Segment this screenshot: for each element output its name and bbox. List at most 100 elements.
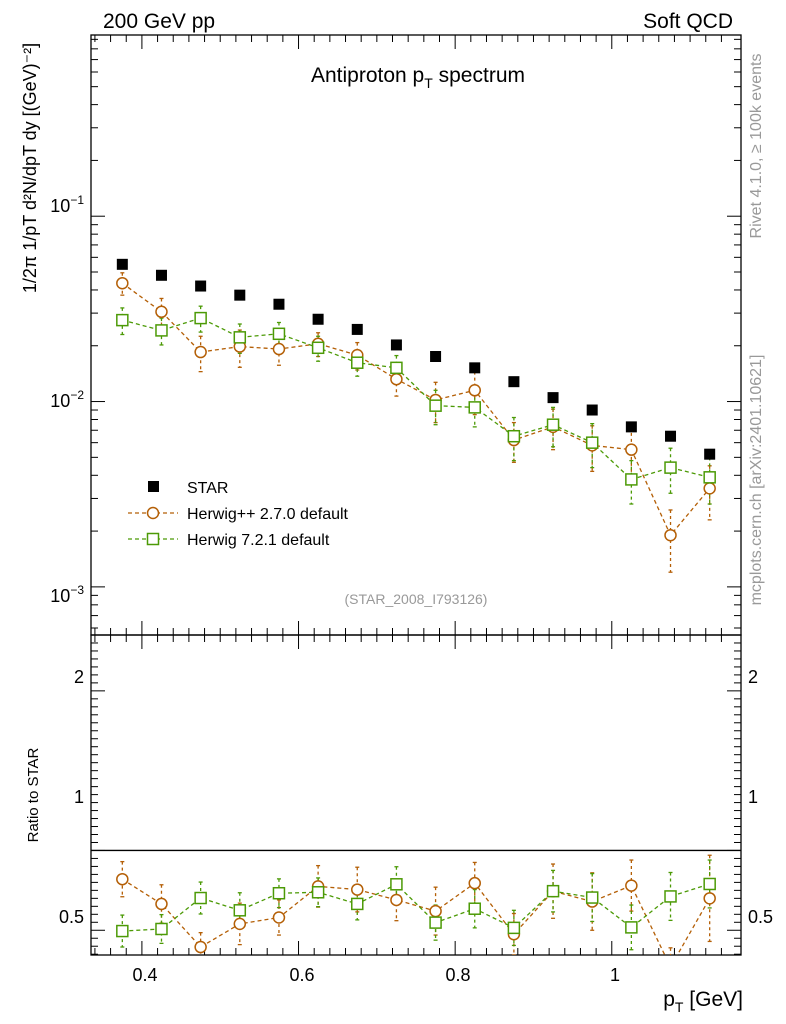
ratio-herwig7-point	[664, 890, 677, 903]
ratio-ytick-label-1: 1	[74, 787, 84, 807]
ratio-herwigpp-point	[390, 893, 403, 907]
main-herwigpp-point	[703, 482, 716, 495]
main-star-point	[351, 323, 363, 335]
main-herwigpp-point	[272, 342, 286, 356]
ratio-herwig7-point	[703, 877, 716, 891]
main-herwig7-point	[311, 341, 325, 355]
main-star-point	[665, 430, 677, 442]
ratio-herwig7-point	[468, 902, 481, 915]
ratio-herwig7-point	[155, 922, 168, 936]
xtick-label-0.4: 0.4	[132, 965, 157, 985]
ratio-ylabel: Ratio to STAR	[25, 747, 42, 842]
main-ylabel: 1/2π 1/pT d²N/dpT dy [(GeV)⁻²]	[20, 43, 40, 293]
main-herwig7-point	[703, 471, 716, 484]
ratio-herwigpp-point	[703, 892, 716, 905]
main-herwigpp-point	[664, 528, 677, 542]
main-star-point	[273, 298, 285, 310]
legend-label-star: STAR	[187, 480, 228, 497]
main-herwig7-point	[468, 401, 481, 414]
ratio-ytick-label-right-1: 1	[748, 787, 758, 807]
ratio-herwig7-point	[585, 891, 599, 904]
ratio-herwigpp-point	[116, 872, 129, 886]
main-star-point	[155, 269, 167, 281]
main-herwigpp-point	[625, 443, 638, 456]
main-herwigpp-point	[390, 372, 403, 386]
ratio-herwig7-point	[272, 886, 286, 900]
ratio-herwig7-point	[351, 897, 364, 911]
main-herwigpp-line	[121, 282, 711, 537]
ratio-herwigpp-point	[625, 879, 638, 892]
main-series-layer	[116, 258, 716, 573]
ratio-herwigpp-point	[233, 917, 247, 931]
ratio-herwig7-point	[311, 886, 325, 899]
main-herwig7-point	[546, 418, 560, 431]
header-left: 200 GeV pp	[103, 10, 215, 33]
ratio-axis-ticks	[91, 634, 741, 955]
main-herwig7-point	[625, 473, 638, 486]
main-title-text: Antiproton p	[311, 64, 424, 87]
ratio-herwig7-point	[233, 904, 247, 917]
main-star-point	[547, 392, 559, 404]
main-star-point	[116, 258, 128, 270]
main-herwig7-point	[390, 361, 403, 375]
legend-marker-herwigpp	[146, 506, 160, 520]
header-right: Soft QCD	[643, 10, 733, 33]
mcplots-label: mcplots.cern.ch [arXiv:2401.10621]	[748, 355, 765, 606]
xtick-label-1: 1	[610, 965, 620, 985]
ratio-ytick-label-2: 2	[74, 667, 84, 687]
ratio-ytick-label-right-2: 2	[748, 667, 758, 687]
ratio-herwig7-point	[390, 878, 403, 891]
ratio-panel-frame	[90, 634, 742, 956]
main-title-sub: T	[424, 75, 433, 91]
ratio-herwigpp-point	[429, 904, 442, 918]
main-herwig7-point	[155, 324, 168, 337]
ratio-ytick-label-0.5: 0.5	[59, 907, 84, 927]
ratio-herwig7-point	[116, 924, 129, 938]
main-herwig7-point	[272, 327, 286, 341]
ratio-herwig7-point	[625, 921, 638, 934]
main-herwigpp-point	[116, 276, 129, 290]
analysis-tag: (STAR_2008_I793126)	[345, 591, 488, 607]
main-star-point	[195, 280, 207, 292]
ratio-herwigpp-point	[468, 876, 481, 890]
main-title: Antiproton pT spectrum	[311, 64, 525, 91]
ratio-herwigpp-point	[272, 911, 286, 924]
main-herwig7-point	[507, 429, 521, 443]
ratio-herwig7-point	[194, 891, 207, 905]
main-star-point	[704, 448, 716, 460]
main-herwig7-point	[194, 311, 207, 325]
rivet-label: Rivet 4.1.0, ≥ 100k events	[748, 54, 765, 239]
ratio-herwigpp-line	[121, 878, 711, 955]
main-herwig7-point	[233, 331, 247, 344]
main-star-point	[586, 404, 598, 416]
main-herwig7-line	[122, 317, 710, 481]
ytick-label-1e-2: 10−2	[50, 388, 84, 411]
legend-label-herwig7: Herwig 7.2.1 default	[187, 532, 330, 549]
main-star-point	[469, 362, 481, 374]
main-herwig7-point	[351, 356, 364, 369]
main-star-point	[508, 376, 520, 388]
main-herwigpp-point	[194, 345, 207, 359]
xlabel: pT [GeV]	[663, 988, 743, 1015]
main-star-point	[430, 350, 442, 362]
xtick-label-0.6: 0.6	[289, 965, 314, 985]
main-star-point	[625, 421, 637, 433]
ytick-label-1e-1: 10−1	[50, 193, 84, 216]
main-herwigpp-point	[155, 305, 168, 319]
ratio-herwigpp-point	[194, 940, 207, 954]
main-star-point	[234, 289, 246, 301]
main-star-point	[312, 313, 324, 325]
ratio-herwigpp-point	[665, 961, 676, 972]
xtick-label-0.8: 0.8	[445, 965, 470, 985]
legend-marker-star	[148, 481, 159, 492]
main-herwigpp-point	[468, 384, 481, 397]
main-herwig7-point	[664, 461, 677, 474]
ratio-herwig7-line	[122, 883, 710, 932]
ratio-herwig7-point	[546, 884, 560, 898]
main-axis-ticks	[91, 35, 741, 635]
ratio-herwigpp-point	[155, 897, 168, 911]
ratio-herwig7-point	[429, 916, 442, 929]
ratio-ytick-label-right-0.5: 0.5	[748, 907, 773, 927]
main-title-rest: spectrum	[433, 64, 525, 87]
